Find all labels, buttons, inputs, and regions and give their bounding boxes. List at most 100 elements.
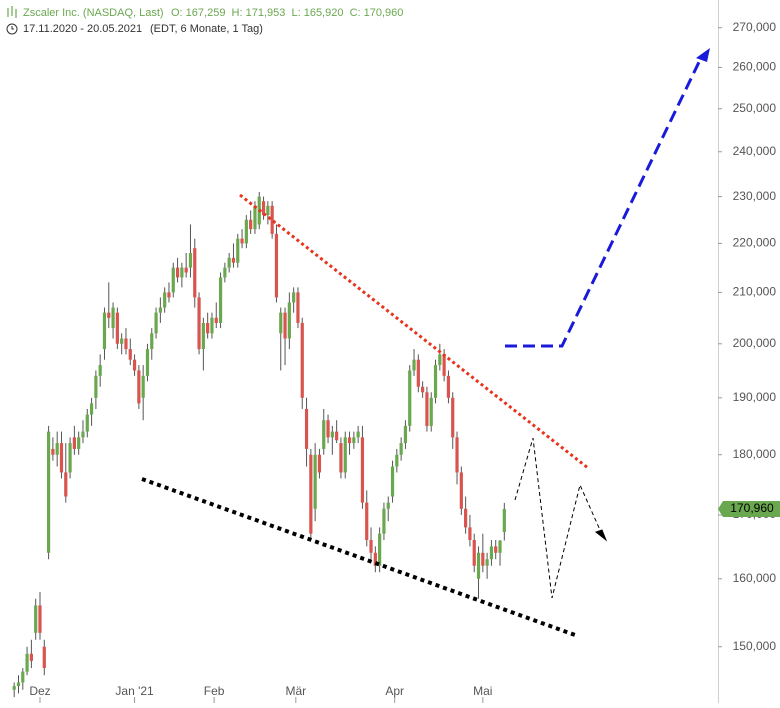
candle-body	[347, 437, 352, 444]
candle-body	[287, 302, 291, 339]
candle-body	[218, 277, 223, 323]
candle-body	[472, 540, 476, 566]
candle-body	[55, 443, 59, 455]
candle-body	[356, 431, 360, 438]
last-price-label: 170,960	[730, 501, 774, 515]
candle-body	[124, 338, 128, 350]
candle-body	[201, 322, 205, 350]
candle-body	[378, 533, 382, 566]
last-price-box	[718, 501, 780, 518]
candle-body	[455, 437, 459, 473]
candle-body	[352, 437, 356, 444]
quote: O: 167,259 H: 171,953 L: 165,920 C: 170,…	[171, 7, 403, 19]
candle-body	[330, 431, 334, 438]
candle-body	[360, 437, 365, 503]
candle-body	[253, 205, 257, 230]
candle-body	[180, 267, 184, 278]
candle-body	[296, 292, 300, 323]
candle-body	[51, 448, 55, 455]
candle-body	[270, 205, 274, 234]
y-tick-label: 210,000	[733, 285, 777, 299]
y-tick-label: 250,000	[733, 101, 777, 115]
y-tick-label: 270,000	[733, 20, 777, 34]
candle-body	[163, 292, 167, 308]
candle-body	[266, 205, 270, 216]
x-tick-label: Apr	[385, 684, 404, 698]
candle-body	[386, 502, 390, 509]
candle-body	[339, 443, 343, 473]
candle-body	[343, 437, 347, 473]
candle-body	[42, 646, 46, 669]
candle-body	[442, 354, 446, 376]
candle-body	[102, 312, 107, 350]
candle-body	[335, 431, 339, 441]
candle-body	[128, 349, 132, 360]
candle-body	[425, 392, 429, 426]
breakout-arrow	[696, 48, 710, 62]
candle-body	[279, 312, 283, 334]
candle-body	[111, 307, 115, 329]
scenario-arrow	[594, 529, 608, 542]
candle-body	[85, 414, 89, 432]
candle-body	[317, 454, 322, 473]
candle-body	[21, 671, 25, 683]
candle-body	[214, 317, 218, 323]
candle-body	[64, 472, 68, 497]
candle-body	[309, 454, 313, 534]
candle-body	[68, 443, 72, 473]
candle-body	[94, 375, 98, 398]
candle-body	[188, 253, 193, 268]
candle-body	[446, 375, 451, 398]
candle-body	[141, 375, 145, 398]
y-tick-label: 220,000	[733, 236, 777, 250]
candle-body	[46, 431, 51, 553]
candle-body	[120, 338, 124, 344]
candle-body	[438, 354, 442, 366]
candle-body	[390, 466, 395, 497]
y-tick-label: 260,000	[733, 60, 777, 74]
candle-body	[240, 238, 244, 244]
candle-body	[29, 653, 33, 661]
candle-body	[167, 292, 171, 298]
candle-body	[304, 408, 309, 449]
candle-body	[429, 397, 433, 426]
y-tick-label: 190,000	[733, 390, 777, 404]
annotations	[141, 48, 710, 637]
candle-body	[494, 546, 498, 553]
candle-body	[107, 312, 111, 318]
candle-body	[81, 431, 85, 438]
clock-icon	[6, 23, 18, 35]
candle-body	[132, 359, 137, 371]
candle-body	[399, 443, 403, 455]
candle-body	[476, 552, 481, 579]
candle-body	[274, 233, 279, 298]
candle-body	[137, 370, 141, 404]
x-tick-label: Mai	[473, 684, 492, 698]
candle-body	[412, 359, 416, 371]
header-icon	[7, 6, 17, 18]
resistance-line	[239, 193, 589, 470]
candle-body	[468, 527, 472, 541]
candle-body	[206, 322, 210, 334]
candle-body	[300, 322, 304, 398]
candle-body	[408, 370, 412, 426]
candle-body	[72, 437, 76, 449]
breakout-path	[505, 59, 702, 348]
candle-body	[292, 292, 296, 303]
candle-body	[395, 454, 399, 467]
scenario-path	[514, 437, 601, 599]
candle-body	[231, 257, 236, 263]
candle-body	[12, 686, 16, 690]
candle-body	[261, 201, 266, 216]
subtitle: 17.11.2020 - 20.05.2021	[23, 23, 142, 35]
candle-body	[365, 502, 369, 541]
candle-body	[184, 267, 188, 273]
candle-body	[193, 248, 197, 298]
candle-body	[403, 425, 408, 444]
candle-body	[223, 267, 227, 278]
candle-body	[485, 559, 489, 566]
candle-body	[451, 397, 455, 438]
candle-body	[498, 540, 502, 553]
